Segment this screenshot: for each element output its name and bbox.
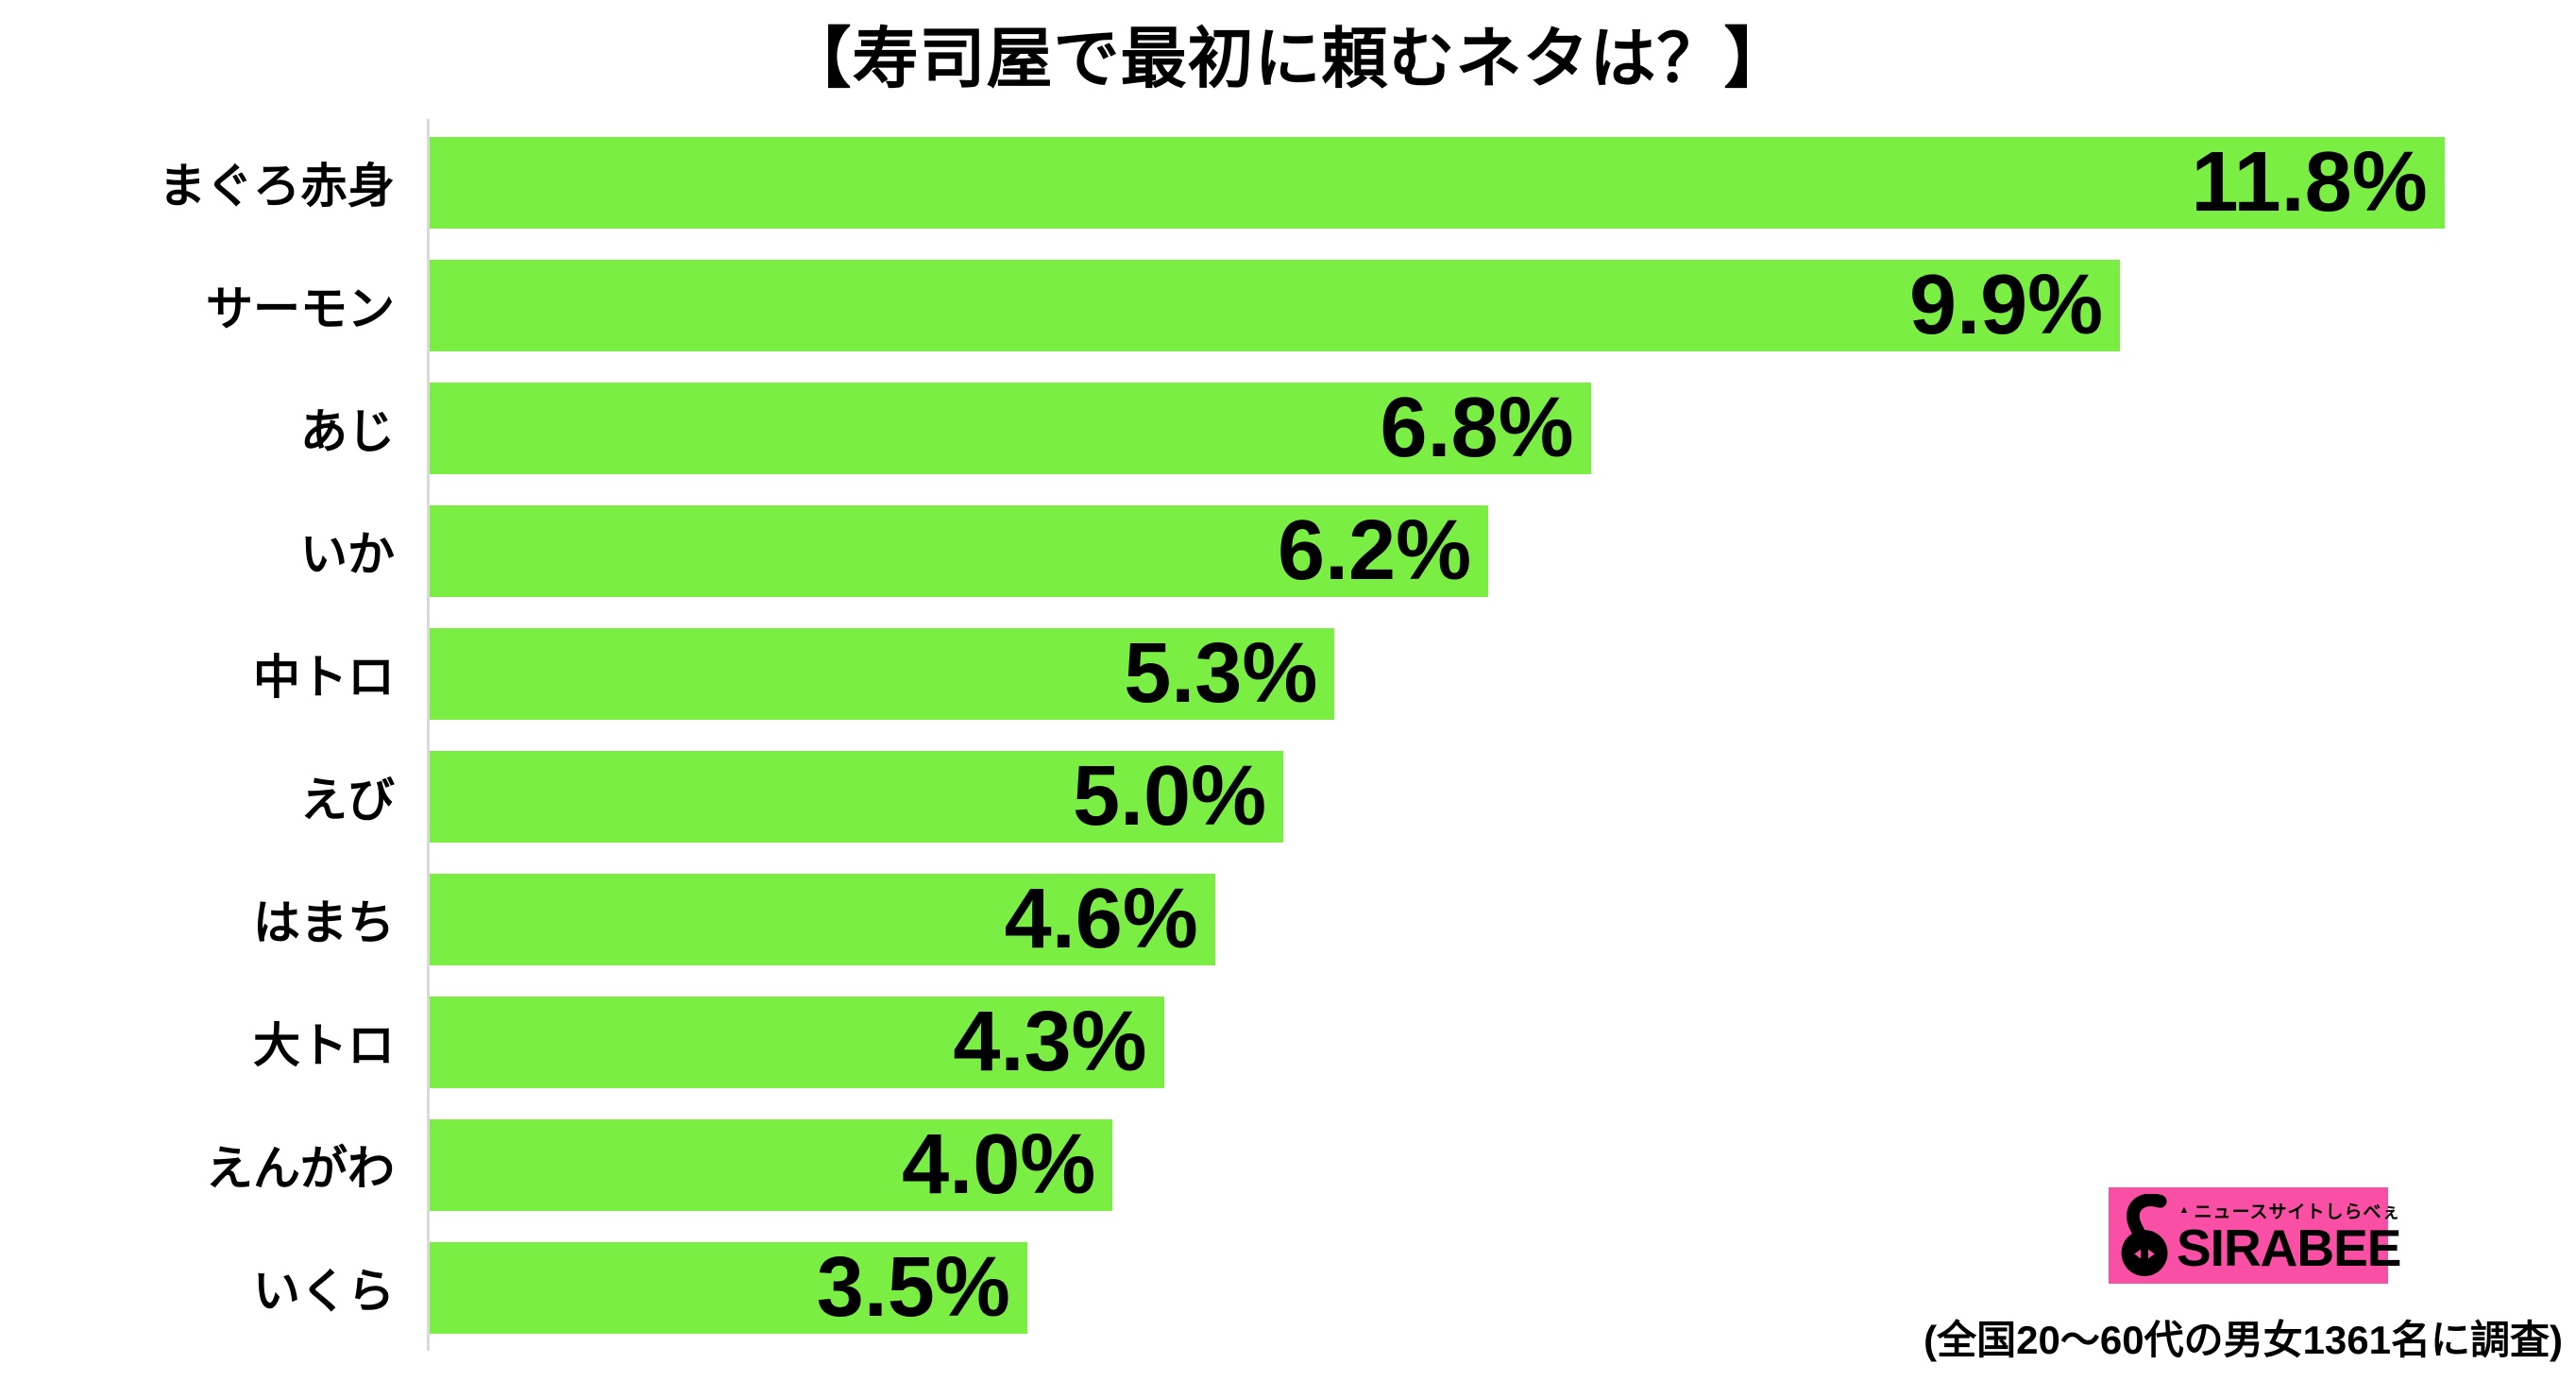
logo-text-block: ▲ ニュースサイトしらべぇ SIRABEE [2177, 1198, 2411, 1278]
bar-row: いくら 3.5% [0, 1226, 2576, 1349]
bar-area: 4.6% [427, 858, 2576, 980]
survey-note: (全国20〜60代の男女1361名に調査) [1924, 1318, 2563, 1362]
category-label: あじ [300, 405, 395, 458]
bar: 6.2% [430, 503, 1489, 598]
sirabee-mascot-icon [2121, 1194, 2168, 1277]
category-label: 大トロ [253, 1019, 395, 1072]
value-label: 11.8% [2191, 135, 2428, 230]
logo-tagline-text: ニュースサイトしらべぇ [2194, 1202, 2401, 1223]
bar: 9.9% [430, 258, 2121, 352]
bar-row: はまち 4.6% [0, 858, 2576, 980]
value-label: 4.3% [953, 995, 1147, 1089]
bar-row: あじ 6.8% [0, 367, 2576, 489]
bar: 4.3% [430, 995, 1164, 1089]
bar-area: 11.8% [427, 121, 2576, 244]
category-label: 中トロ [253, 651, 395, 704]
value-label: 3.5% [816, 1240, 1010, 1335]
value-label: 4.0% [902, 1117, 1096, 1212]
bar-area: 4.0% [427, 1103, 2576, 1226]
sirabee-logo: ▲ ニュースサイトしらべぇ SIRABEE [2109, 1187, 2401, 1284]
logo-brand-text: SIRABEE [2177, 1219, 2401, 1278]
bar: 4.0% [430, 1117, 1113, 1212]
bar-row: えび 5.0% [0, 735, 2576, 858]
value-label: 6.8% [1380, 381, 1574, 475]
value-label: 5.3% [1124, 626, 1318, 721]
bar: 3.5% [430, 1240, 1027, 1335]
triangle-icon: ▲ [2178, 1204, 2191, 1217]
bar-row: いか 6.2% [0, 489, 2576, 612]
bar-area: 5.3% [427, 612, 2576, 735]
value-label: 9.9% [1909, 258, 2104, 352]
bar-rows: まぐろ赤身 11.8% サーモン 9.9% あじ 6.8% いか 6.2% 中トロ 5.3% えび 5… [0, 121, 2576, 1349]
bar: 5.0% [430, 749, 1284, 844]
y-axis-line [427, 119, 430, 1351]
bar-area: 3.5% [427, 1226, 2576, 1349]
category-label: はまち [253, 896, 395, 949]
bar-row: 大トロ 4.3% [0, 980, 2576, 1103]
chart-title: 【寿司屋で最初に頼むネタは？】 [785, 22, 1791, 95]
bar-area: 5.0% [427, 735, 2576, 858]
bar: 6.8% [430, 381, 1591, 475]
bar-area: 4.3% [427, 980, 2576, 1103]
bar-row: サーモン 9.9% [0, 244, 2576, 367]
bar-row: まぐろ赤身 11.8% [0, 121, 2576, 244]
bar-area: 6.8% [427, 367, 2576, 489]
value-label: 4.6% [1004, 872, 1198, 966]
category-label: えび [300, 774, 395, 827]
category-label: いか [300, 528, 395, 581]
bar: 5.3% [430, 626, 1335, 721]
category-label: まぐろ赤身 [159, 160, 395, 213]
bar-area: 9.9% [427, 244, 2576, 367]
category-label: サーモン [206, 282, 395, 335]
value-label: 6.2% [1277, 503, 1472, 598]
category-label: いくら [253, 1265, 395, 1318]
value-label: 5.0% [1072, 749, 1267, 844]
logo-tagline: ▲ ニュースサイトしらべぇ [2179, 1198, 2401, 1223]
bar: 4.6% [430, 872, 1215, 966]
bar-row: えんがわ 4.0% [0, 1103, 2576, 1226]
bar: 11.8% [430, 135, 2445, 230]
category-label: えんがわ [206, 1142, 395, 1195]
bar-area: 6.2% [427, 489, 2576, 612]
bar-row: 中トロ 5.3% [0, 612, 2576, 735]
